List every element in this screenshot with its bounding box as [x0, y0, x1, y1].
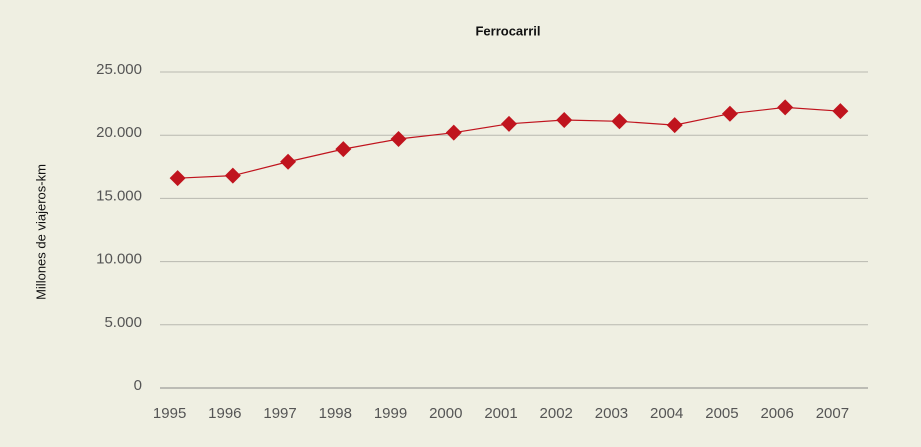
x-tick-label: 1995: [153, 405, 186, 422]
chart-title: Ferrocarril: [475, 23, 540, 38]
x-tick-label: 2001: [484, 405, 517, 422]
marker: [721, 105, 738, 122]
marker: [169, 170, 186, 187]
x-tick-label: 1996: [208, 405, 241, 422]
x-tick-label: 2002: [540, 405, 573, 422]
marker: [224, 167, 241, 184]
x-tick-label: 2005: [705, 405, 738, 422]
y-tick-label: 15.000: [96, 187, 142, 204]
x-tick-label: 1999: [374, 405, 407, 422]
x-tick-label: 1997: [263, 405, 296, 422]
marker: [501, 115, 517, 132]
marker: [666, 117, 683, 134]
marker: [445, 124, 462, 141]
marker: [280, 153, 297, 170]
y-tick-label: 20.000: [96, 124, 142, 141]
marker: [832, 103, 849, 120]
marker: [777, 99, 794, 116]
x-tick-label: 1998: [319, 405, 352, 422]
x-tick-label: 2003: [595, 405, 628, 422]
marker: [335, 141, 352, 158]
marker: [390, 130, 407, 147]
x-tick-label: 2000: [429, 405, 462, 422]
y-tick-label: 10.000: [96, 251, 142, 268]
y-axis-label: Millones de viajeros-km: [33, 164, 48, 300]
y-tick-label: 25.000: [96, 61, 142, 78]
marker: [556, 112, 573, 129]
x-tick-label: 2007: [816, 405, 849, 422]
marker: [611, 113, 628, 130]
x-tick-label: 2006: [760, 405, 793, 422]
y-tick-label: 5.000: [104, 314, 142, 331]
y-tick-label: 0: [134, 377, 142, 394]
x-tick-label: 2004: [650, 405, 683, 422]
